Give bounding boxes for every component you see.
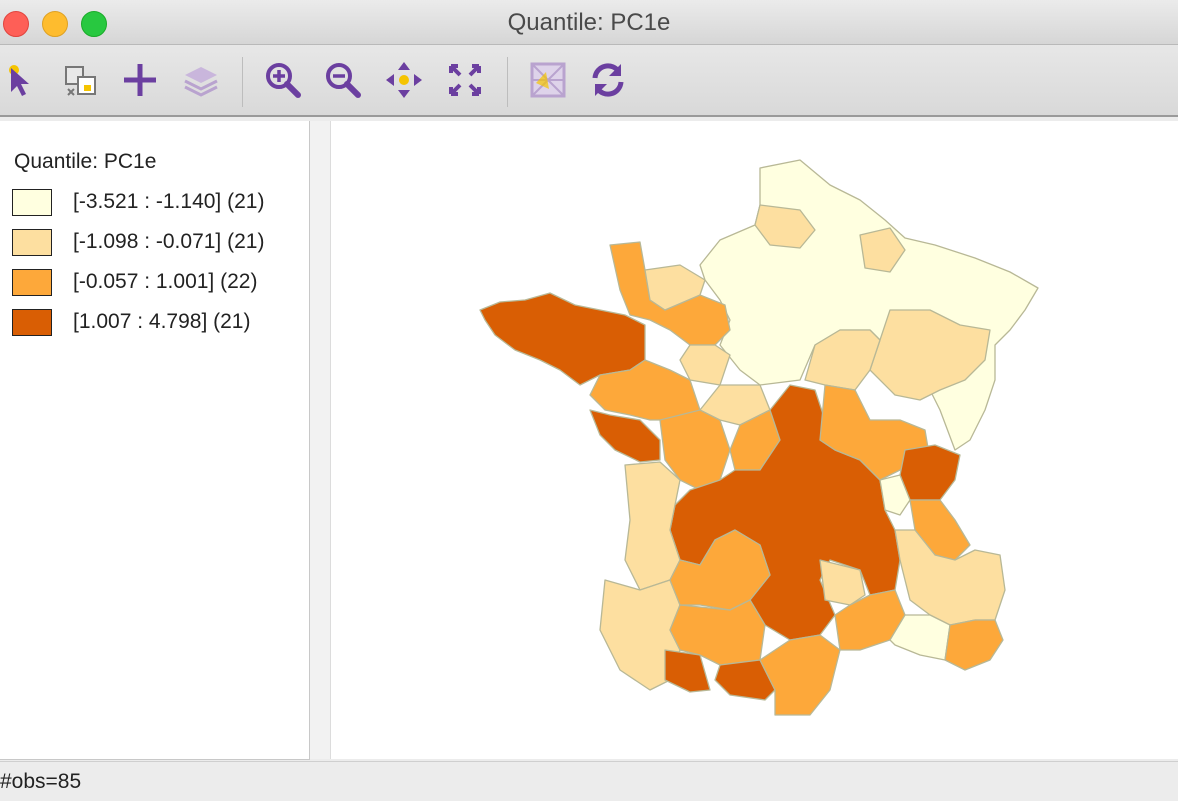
maximize-window-button[interactable] [81,11,107,37]
window-title: Quantile: PC1e [507,9,671,36]
legend-label: [-0.057 : 1.001] (22) [73,270,258,293]
copy-image-button[interactable] [60,59,102,101]
full-extent-button[interactable] [444,59,486,101]
region [889,614,951,661]
pan-icon [386,62,422,98]
zoom-in-button[interactable] [262,59,304,101]
region [894,529,1006,626]
basemap-icon [530,62,566,98]
add-layer-icon [124,64,156,96]
legend-swatch [12,269,52,296]
map-canvas[interactable] [331,121,1178,759]
legend-panel [0,121,310,760]
region [859,227,906,273]
title-bar: Quantile: PC1e [0,0,1178,45]
obs-count: #obs=85 [0,770,82,793]
zoom-out-button[interactable] [322,59,364,101]
pan-button[interactable] [383,59,425,101]
refresh-button[interactable] [587,59,629,101]
layers-icon [184,67,218,97]
legend-swatch [12,229,52,256]
zoom-out-icon [326,63,361,98]
legend-title: Quantile: PC1e [14,150,157,173]
choropleth-map[interactable] [331,121,1178,759]
region [804,329,881,391]
basemap-button[interactable] [527,59,569,101]
legend-swatch [12,309,52,336]
toolbar-separator [242,57,243,107]
layers-button[interactable] [180,59,222,101]
status-bar: #obs=85 [0,761,1178,801]
refresh-icon [592,63,624,97]
region [879,474,911,516]
region [899,444,961,501]
close-window-button[interactable] [3,11,29,37]
minimize-window-button[interactable] [42,11,68,37]
region [819,559,866,606]
legend-swatch [12,189,52,216]
region [759,634,841,716]
region [644,264,706,311]
region [589,409,661,463]
legend-label: [-1.098 : -0.071] (21) [73,230,265,253]
select-tool-button[interactable] [1,59,43,101]
toolbar-separator [507,57,508,107]
add-layer-button[interactable] [119,59,161,101]
legend-label: [-3.521 : -1.140] (21) [73,190,265,213]
region [664,649,711,693]
full-extent-icon [449,64,481,96]
legend-label: [1.007 : 4.798] (21) [73,310,251,333]
panel-splitter[interactable] [310,121,331,759]
zoom-in-icon [266,63,301,98]
region [669,529,771,611]
select-tool-icon [9,65,29,96]
copy-image-icon [65,66,96,96]
region [754,204,816,249]
toolbar [0,45,1178,117]
region [944,619,1004,671]
